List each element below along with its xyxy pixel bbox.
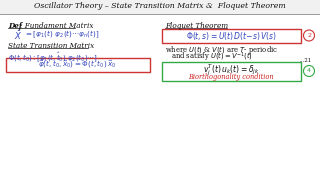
Text: $= [\varphi_1(t)\ \varphi_2(t)\cdots\varphi_n(t)]$: $= [\varphi_1(t)\ \varphi_2(t)\cdots\var… xyxy=(24,29,100,40)
Text: Floquet Theorem: Floquet Theorem xyxy=(165,22,228,30)
FancyBboxPatch shape xyxy=(5,57,149,71)
Text: ...21: ...21 xyxy=(300,58,312,63)
Text: and satisfy $U(t) = V^{-1}(t)$: and satisfy $U(t) = V^{-1}(t)$ xyxy=(171,51,253,64)
FancyBboxPatch shape xyxy=(162,62,300,80)
FancyBboxPatch shape xyxy=(162,28,300,42)
Text: Biorthogonality condition: Biorthogonality condition xyxy=(188,73,274,81)
Text: Oscillator Theory – State Transition Matrix &  Floquet Theorem: Oscillator Theory – State Transition Mat… xyxy=(34,2,286,10)
Text: $\Phi(t,s) = U(t)\,D(t{-}s)\,V(s)$: $\Phi(t,s) = U(t)\,D(t{-}s)\,V(s)$ xyxy=(186,30,276,42)
Text: State Transition Matrix: State Transition Matrix xyxy=(8,42,94,50)
Text: $\Phi(t,t_0):[\varphi_1(t,\hat{t}_0)\ \varphi_2(t_0)\cdots]$: $\Phi(t,t_0):[\varphi_1(t,\hat{t}_0)\ \v… xyxy=(8,50,98,64)
Text: Def: Def xyxy=(8,22,22,30)
Text: where $U(t)$ & $V(t)$ are $T$- periodic: where $U(t)$ & $V(t)$ are $T$- periodic xyxy=(165,44,278,56)
Text: $\vec{\varphi}(t,t_0,\vec{x}_0) = \Phi(t,t_0)\,\vec{x}_0$: $\vec{\varphi}(t,t_0,\vec{x}_0) = \Phi(t… xyxy=(38,59,116,70)
Text: : Fundament Matrix: : Fundament Matrix xyxy=(20,22,93,30)
Bar xyxy=(0,0,320,14)
Text: $v_j^T(t)\,u_k(t) = \delta_{jk}$: $v_j^T(t)\,u_k(t) = \delta_{jk}$ xyxy=(203,62,259,78)
Text: 4: 4 xyxy=(307,69,311,73)
Text: $\bar{X}$: $\bar{X}$ xyxy=(14,29,22,42)
Text: 2: 2 xyxy=(307,33,311,38)
